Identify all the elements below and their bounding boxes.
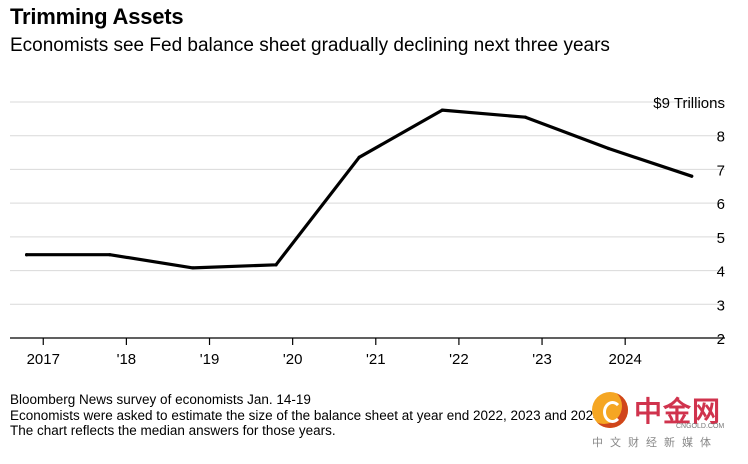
watermark-domain: CNGOLD.COM	[676, 423, 725, 430]
watermark: 中金网 CNGOLD.COM 中文财经新媒体	[592, 390, 742, 452]
y-tick-label: 7	[717, 162, 725, 179]
data-point	[440, 108, 444, 112]
y-axis-ticks: 2 3 4 5 6 7 8 $9 Trillions	[653, 95, 725, 348]
series-line-0	[25, 108, 694, 270]
x-tick-label: '19	[200, 351, 220, 368]
data-point	[357, 155, 361, 159]
source-note: Bloomberg News survey of economists Jan.…	[10, 392, 311, 407]
y-tick-label: 6	[717, 196, 725, 213]
chart-title: Trimming Assets	[10, 4, 184, 29]
x-tick-label: '22	[449, 351, 469, 368]
y-tick-label: 2	[717, 331, 725, 348]
x-tick-label: '18	[117, 351, 137, 368]
gridlines	[10, 101, 725, 305]
x-tick-label: '20	[283, 351, 303, 368]
y-tick-label: 3	[717, 297, 725, 314]
series-layer	[25, 108, 694, 270]
data-point	[25, 253, 29, 257]
chart-subtitle: Economists see Fed balance sheet gradual…	[10, 35, 610, 56]
data-point	[108, 253, 112, 257]
data-point	[690, 174, 694, 178]
x-tick-label: '21	[366, 351, 386, 368]
line-chart: 2 3 4 5 6 7 8 $9 Trillions 2017 '18 '19 '20 '21 '22 '…	[10, 95, 725, 368]
watermark-brand: 中金网	[634, 396, 722, 427]
chart-notes: Bloomberg News survey of economists Jan.…	[10, 392, 601, 439]
data-point	[274, 263, 278, 267]
cngold-logo-icon	[592, 392, 628, 428]
y-tick-label: 4	[717, 264, 725, 281]
data-point	[523, 115, 528, 119]
watermark-tagline: 中文财经新媒体	[592, 437, 718, 449]
x-tick-label: 2017	[27, 351, 60, 368]
method-note: Economists were asked to estimate the si…	[10, 407, 601, 423]
y-tick-label: 8	[717, 129, 725, 146]
data-point	[606, 146, 611, 151]
x-tick-label: '23	[532, 351, 552, 368]
x-tick-label: 2024	[608, 351, 641, 368]
data-point	[191, 266, 195, 270]
y-tick-label: $9 Trillions	[653, 95, 725, 112]
y-tick-label: 5	[717, 230, 725, 247]
x-axis: 2017 '18 '19 '20 '21 '22 '23 2024	[10, 337, 725, 368]
median-note: The chart reflects the median answers fo…	[10, 423, 336, 438]
